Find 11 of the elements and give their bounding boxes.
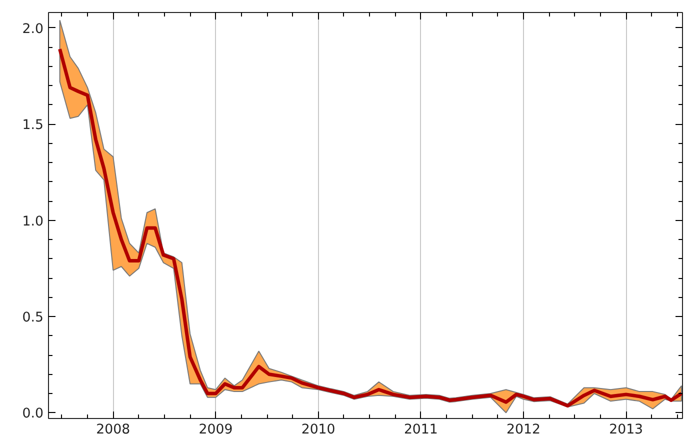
x-tick-label: 2009 bbox=[198, 422, 233, 438]
y-tick-label: 1.0 bbox=[22, 214, 44, 230]
y-tick-label: 0.5 bbox=[22, 310, 44, 326]
x-tick-label: 2008 bbox=[96, 422, 130, 438]
x-tick-label: 2013 bbox=[609, 422, 644, 438]
y-tick-label: 0.0 bbox=[22, 406, 44, 422]
x-tick-label: 2011 bbox=[404, 422, 438, 438]
x-tick-label: 2010 bbox=[301, 422, 336, 438]
x-tick-label: 2012 bbox=[506, 422, 540, 438]
y-tick-label: 2.0 bbox=[22, 22, 44, 37]
y-tick-label: 1.5 bbox=[22, 118, 44, 134]
